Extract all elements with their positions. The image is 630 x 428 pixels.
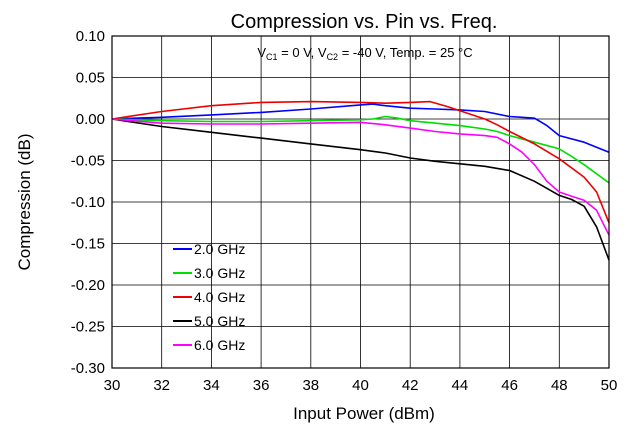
legend-label-4-0-ghz: 4.0 GHz [194, 289, 245, 305]
x-tick-labels: 30 32 34 36 38 40 42 44 46 48 50 [104, 377, 618, 394]
x-tick-label: 36 [253, 377, 270, 394]
conditions-annotation: VC1 = 0 V, VC2 = -40 V, Temp. = 25 °C [257, 45, 472, 62]
annotation-mid: = 0 V, V [278, 45, 327, 60]
series-line-4-0-ghz [111, 100, 610, 224]
plot-frame [111, 35, 610, 369]
chart-title: Compression vs. Pin vs. Freq. [231, 11, 498, 33]
x-axis-label: Input Power (dBm) [293, 404, 435, 423]
x-tick-label: 46 [501, 377, 518, 394]
annotation-sub-c2: C2 [327, 52, 339, 62]
x-tick-label: 50 [601, 377, 618, 394]
x-tick-label: 38 [302, 377, 319, 394]
annotation-prefix: V [257, 45, 266, 60]
annotation-sub-c1: C1 [266, 52, 278, 62]
legend-label-2-0-ghz: 2.0 GHz [194, 241, 245, 257]
legend-label-3-0-ghz: 3.0 GHz [194, 265, 245, 281]
legend-label-5-0-ghz: 5.0 GHz [194, 313, 245, 329]
series-lines [111, 100, 610, 261]
y-tick-label: -0.10 [71, 194, 105, 211]
x-tick-label: 32 [153, 377, 170, 394]
x-tick-label: 48 [551, 377, 568, 394]
x-tick-label: 42 [402, 377, 419, 394]
x-tick-label: 44 [452, 377, 469, 394]
series-line-5-0-ghz [111, 118, 610, 261]
y-tick-label: 0.10 [76, 28, 105, 45]
x-tick-label: 34 [203, 377, 220, 394]
y-tick-labels: 0.10 0.05 0.00 -0.05 -0.10 -0.15 -0.20 -0.25 -0.… [71, 28, 105, 377]
annotation-suffix: = -40 V, Temp. = 25 °C [338, 45, 473, 60]
grid [111, 35, 610, 369]
y-tick-label: -0.20 [71, 277, 105, 294]
y-tick-label: -0.30 [71, 360, 105, 377]
legend-label-6-0-ghz: 6.0 GHz [194, 337, 245, 353]
x-tick-label: 30 [104, 377, 121, 394]
y-axis-label: Compression (dB) [15, 134, 34, 271]
y-tick-label: -0.25 [71, 319, 105, 336]
y-tick-label: 0.05 [76, 70, 105, 87]
legend: 2.0 GHz 3.0 GHz 4.0 GHz 5.0 GHz 6.0 GHz [173, 241, 245, 353]
series-line-6-0-ghz [111, 118, 610, 236]
y-tick-label: -0.15 [71, 236, 105, 253]
y-tick-label: -0.05 [71, 153, 105, 170]
series-line-3-0-ghz [111, 115, 610, 184]
x-tick-label: 40 [352, 377, 369, 394]
series-line-2-0-ghz [111, 103, 610, 153]
y-tick-label: 0.00 [76, 111, 105, 128]
